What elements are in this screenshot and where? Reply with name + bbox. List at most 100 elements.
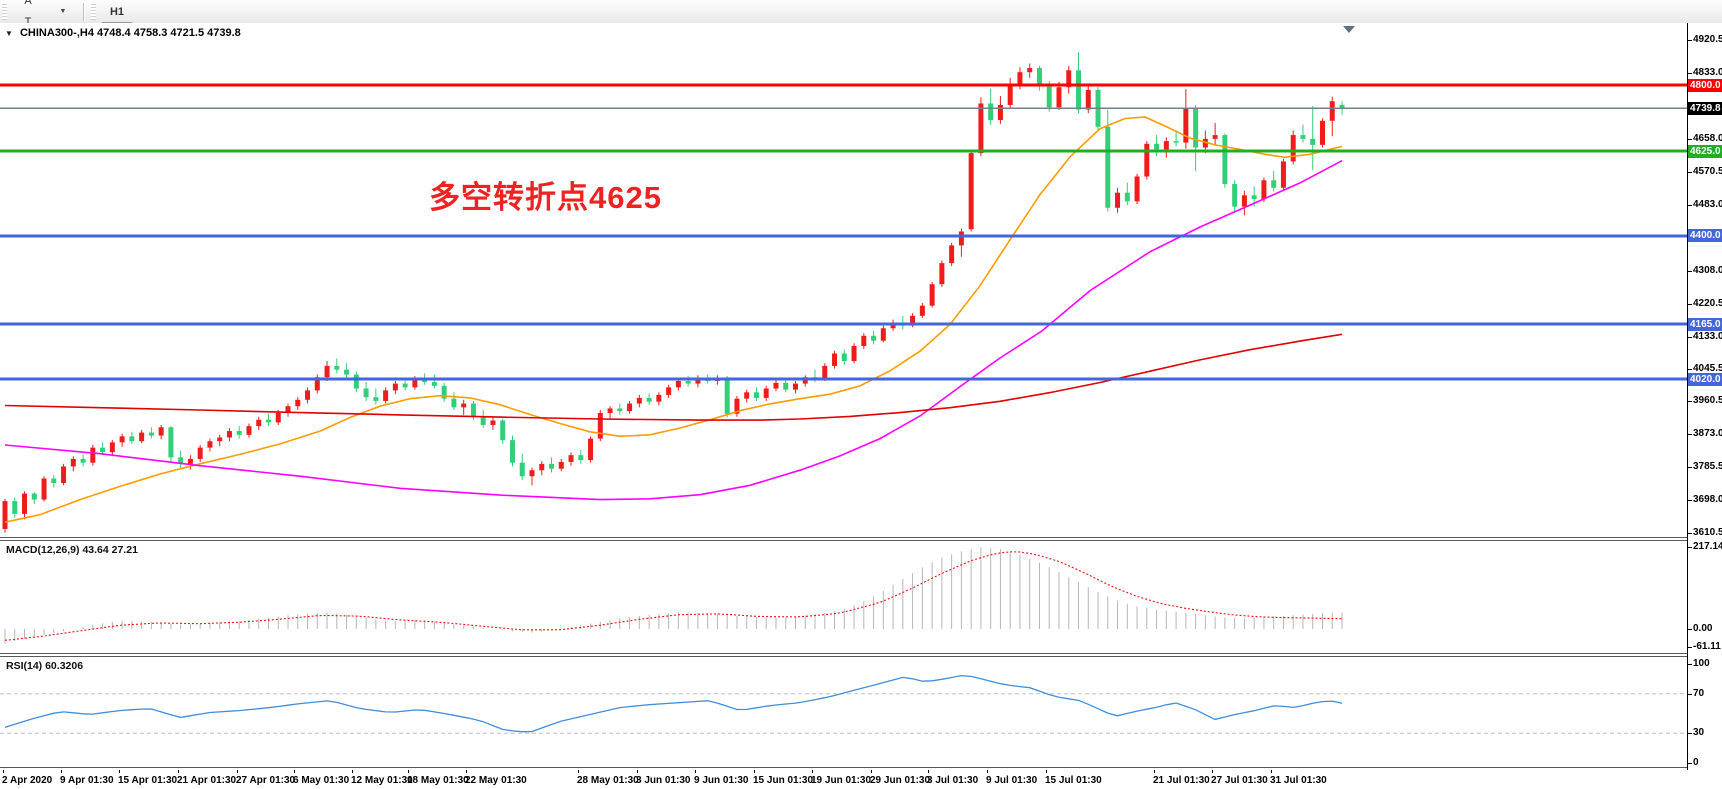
candle-body [841, 353, 847, 362]
time-tick-label: 15 Jun 01:30 [753, 775, 814, 786]
ma-mid-magenta [4, 159, 1343, 501]
candle-body [246, 426, 252, 435]
rsi-pane-canvas[interactable] [0, 657, 1688, 767]
candle-body [1154, 143, 1160, 150]
price-tick-label: 4833.0 [1688, 66, 1722, 78]
candle-body [109, 442, 115, 453]
rsi-tick-label: 100 [1688, 658, 1710, 669]
candle-body [744, 392, 750, 399]
candle-body [1144, 143, 1150, 177]
price-tick-label: 4045.5 [1688, 363, 1722, 375]
candle-body [919, 305, 925, 316]
time-tick-mark [1212, 770, 1213, 773]
candle-body [363, 388, 369, 398]
text-t-button[interactable]: T [24, 16, 32, 28]
time-tick-label: 28 May 01:30 [577, 775, 639, 786]
candle-body [646, 397, 652, 402]
moving-averages-layer [4, 116, 1343, 523]
font-a-button[interactable]: A [24, 0, 32, 7]
macd-pane-canvas[interactable] [0, 541, 1688, 653]
chevron-down-icon[interactable]: ▼ [5, 29, 13, 38]
candle-body [461, 403, 467, 408]
time-tick-label: 15 Jul 01:30 [1045, 775, 1102, 786]
candle-body [568, 455, 574, 462]
candle-body [22, 493, 28, 514]
price-tick-label: 3785.5 [1688, 461, 1722, 473]
price-badge-4400.0: 4400.0 [1688, 229, 1722, 243]
candle-body [1202, 138, 1208, 148]
candle-body [344, 369, 350, 375]
candle-body [490, 420, 496, 426]
candle-body [1124, 192, 1130, 202]
time-tick-label: 27 Jul 01:30 [1211, 775, 1268, 786]
time-tick-mark [754, 770, 755, 773]
timeframe-button-h1[interactable]: H1 [109, 5, 125, 18]
candle-body [207, 441, 213, 448]
toolbar-grip-2[interactable] [91, 3, 96, 20]
candle-body [549, 463, 555, 469]
candle-body [910, 315, 916, 326]
time-tick-label: 18 May 01:30 [407, 775, 469, 786]
candle-body [256, 419, 262, 427]
candle-body [1076, 70, 1082, 110]
chart-region: ▼ CHINA300-,H4 4748.4 4758.3 4721.5 4739… [0, 23, 1722, 789]
candle-body [451, 398, 457, 408]
pane-resize-divider-macd[interactable] [0, 537, 1688, 541]
candle-body [158, 427, 164, 436]
candle-body [636, 397, 642, 404]
candle-body [1241, 195, 1247, 207]
time-tick-mark [408, 770, 409, 773]
candle-body [41, 478, 47, 500]
price-tick-label: 4133.0 [1688, 330, 1722, 342]
candle-body [1066, 70, 1072, 88]
candle-body [617, 408, 623, 412]
toolbar-grip[interactable] [2, 3, 7, 20]
macd-tick-label: 217.14 [1688, 541, 1722, 552]
candle-body [792, 383, 798, 390]
style-dropdown-caret[interactable]: ▼ [59, 8, 67, 15]
price-axis[interactable]: 4920.5 4833.0 4658.0 4570.5 4483.0 4308.0 4220… [1687, 23, 1722, 789]
candle-body [597, 412, 603, 439]
candle-body [168, 427, 174, 458]
time-tick-label: 31 Jul 01:30 [1270, 775, 1327, 786]
price-tick-label: 3960.5 [1688, 395, 1722, 407]
candle-body [314, 377, 320, 391]
toolbar-separator [83, 2, 85, 21]
candle-body [539, 463, 545, 471]
time-tick-label: 27 Apr 01:30 [236, 775, 296, 786]
candle-body [1173, 141, 1179, 143]
time-tick-mark [928, 770, 929, 773]
price-chart-canvas[interactable] [0, 23, 1688, 537]
candle-body [929, 284, 935, 306]
candle-body [119, 436, 125, 443]
candles-layer [2, 52, 1345, 533]
time-axis[interactable]: 2 Apr 2020 9 Apr 01:30 15 Apr 01:30 21 Apr … [0, 770, 1722, 789]
candle-body [939, 263, 945, 285]
price-tick-label: 4308.0 [1688, 264, 1722, 276]
candle-body [1134, 176, 1140, 202]
candle-body [480, 416, 486, 426]
time-tick-mark [637, 770, 638, 773]
candle-body [1007, 84, 1013, 105]
time-tick-label: 3 Jul 01:30 [927, 775, 979, 786]
candle-body [1046, 86, 1052, 108]
time-tick-mark [3, 770, 4, 773]
time-tick-mark [1154, 770, 1155, 773]
pane-resize-divider-rsi[interactable] [0, 653, 1688, 657]
time-tick-label: 21 Jul 01:30 [1153, 775, 1210, 786]
candle-body [31, 493, 37, 500]
time-tick-mark [119, 770, 120, 773]
chart-text-annotation[interactable]: 多空转折点4625 [429, 180, 662, 215]
candle-body [988, 103, 994, 121]
candle-body [832, 353, 838, 366]
candle-body [1261, 180, 1267, 200]
candle-body [851, 345, 857, 362]
candle-body [880, 328, 886, 341]
rsi-tick-label: 0 [1688, 757, 1699, 768]
candle-body [978, 103, 984, 154]
candle-body [1193, 107, 1199, 148]
candle-body [734, 398, 740, 414]
time-tick-mark [1271, 770, 1272, 773]
rsi-tick-label: 30 [1687, 727, 1705, 739]
rsi-line [4, 674, 1343, 733]
